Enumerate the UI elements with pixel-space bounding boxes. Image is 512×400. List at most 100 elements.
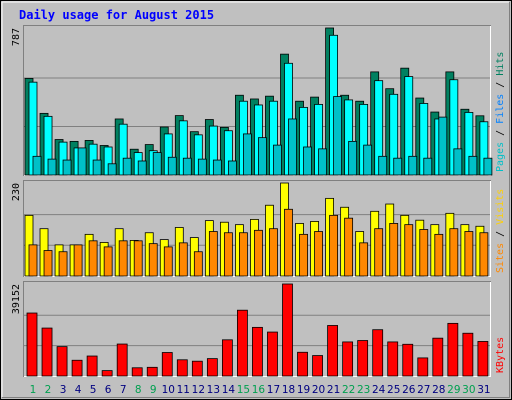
- day-label-31: 31: [477, 384, 490, 396]
- svg-text:Pages / Files / Hits: Pages / Files / Hits: [495, 52, 506, 172]
- bar-sites-day-20: [314, 231, 323, 277]
- bar-sites-day-8: [133, 240, 143, 277]
- bar-sites-day-25: [389, 223, 399, 277]
- bar-kbytes-day-29: [447, 322, 459, 377]
- legend-files: Files: [495, 94, 506, 124]
- max-label-visits: 230: [11, 183, 22, 201]
- svg-text:Sites / Visits: Sites / Visits: [495, 189, 506, 273]
- bar-sites-day-4: [73, 244, 83, 277]
- bar-sites-day-19: [299, 233, 308, 277]
- day-label-12: 12: [192, 384, 205, 396]
- day-label-16: 16: [252, 384, 266, 396]
- bar-pages-day-25: [393, 157, 403, 176]
- day-label-26: 26: [402, 384, 416, 396]
- day-label-6: 6: [105, 384, 112, 396]
- max-label-hits: 787: [11, 28, 22, 46]
- bar-pages-day-14: [227, 160, 237, 176]
- day-label-11: 11: [177, 384, 190, 396]
- bar-pages-day-27: [423, 157, 433, 176]
- bar-kbytes-day-9: [146, 366, 158, 377]
- bar-kbytes-day-3: [56, 346, 68, 377]
- day-axis: 1 2 3 4 5 6 7 8 9 10 11 12 13 14 15 16 17 18 19 20 21 22 23 24 2…: [30, 384, 491, 396]
- bar-pages-day-13: [212, 159, 222, 176]
- day-label-20: 20: [312, 384, 325, 396]
- bar-pages-day-21: [333, 96, 343, 176]
- day-label-17: 17: [267, 384, 280, 396]
- bars-kbytes: [26, 283, 489, 377]
- bar-pages-day-16: [258, 137, 267, 176]
- bar-kbytes-day-19: [297, 351, 308, 377]
- bar-pages-day-11: [182, 157, 192, 176]
- bar-sites-day-12: [193, 251, 203, 277]
- bar-kbytes-day-17: [267, 331, 278, 377]
- day-label-7: 7: [120, 384, 127, 396]
- max-label-kbytes: 39152: [11, 284, 22, 314]
- bar-kbytes-day-31: [477, 341, 489, 377]
- bar-pages-day-19: [303, 146, 312, 176]
- bar-kbytes-day-21: [327, 325, 339, 377]
- bar-sites-day-28: [434, 233, 444, 277]
- bar-sites-day-11: [178, 242, 188, 277]
- bar-sites-day-27: [419, 229, 429, 277]
- bar-kbytes-day-25: [387, 341, 399, 377]
- bars-visits-sites: [24, 182, 489, 277]
- chart-title: Daily usage for August 2015: [19, 8, 214, 22]
- day-label-22: 22: [342, 384, 355, 396]
- bar-sites-day-7: [118, 240, 128, 277]
- day-label-15: 15: [237, 384, 250, 396]
- bar-sites-day-10: [163, 246, 173, 277]
- bar-kbytes-day-16: [252, 326, 263, 377]
- bar-pages-day-7: [122, 157, 132, 176]
- day-label-13: 13: [207, 384, 220, 396]
- bar-sites-day-9: [148, 243, 158, 277]
- bar-pages-day-1: [32, 155, 42, 176]
- bar-pages-day-10: [167, 156, 177, 176]
- bar-pages-day-3: [62, 159, 72, 176]
- day-label-4: 4: [75, 384, 82, 396]
- bar-pages-day-28: [438, 116, 448, 176]
- bar-sites-day-14: [223, 232, 233, 277]
- bar-kbytes-day-14: [221, 339, 233, 377]
- bar-pages-day-17: [273, 144, 282, 176]
- bar-kbytes-day-28: [432, 337, 444, 377]
- day-label-10: 10: [162, 384, 175, 396]
- bar-sites-day-23: [359, 242, 369, 277]
- bar-kbytes-day-10: [161, 352, 173, 377]
- bar-sites-day-3: [58, 251, 68, 277]
- legend-kbytes: KBytes: [495, 337, 506, 373]
- bar-pages-day-5: [92, 159, 102, 176]
- bar-pages-day-9: [152, 152, 162, 176]
- bar-sites-day-31: [479, 232, 489, 277]
- legend-visits: Visits: [495, 189, 506, 225]
- legend-sep-3: /: [495, 225, 506, 243]
- day-label-25: 25: [387, 384, 400, 396]
- bar-kbytes-day-13: [206, 358, 218, 377]
- bar-kbytes-day-11: [176, 359, 188, 377]
- bar-kbytes-day-5: [86, 355, 98, 377]
- bar-pages-day-26: [408, 155, 418, 176]
- day-label-28: 28: [432, 384, 445, 396]
- bar-sites-day-13: [208, 231, 218, 277]
- day-label-29: 29: [447, 384, 460, 396]
- bar-pages-day-6: [107, 163, 117, 176]
- bar-kbytes-day-8: [131, 367, 143, 377]
- bar-pages-day-22: [348, 140, 358, 176]
- bar-sites-day-29: [449, 228, 459, 277]
- bar-kbytes-day-4: [71, 359, 83, 377]
- bar-kbytes-day-18: [282, 283, 293, 377]
- bar-sites-day-6: [103, 246, 113, 277]
- legend-2: Sites / Visits: [495, 189, 506, 273]
- day-label-24: 24: [372, 384, 386, 396]
- bar-kbytes-day-26: [402, 343, 414, 377]
- panel-visits-sites: 230 Sites / Visits: [11, 180, 506, 277]
- bar-sites-day-21: [329, 214, 339, 277]
- day-label-2: 2: [45, 384, 52, 396]
- bar-sites-day-26: [404, 224, 414, 277]
- legend-1: Pages / Files / Hits: [495, 52, 506, 172]
- panel-hits-files-pages: 787 Pages / Files / Hits: [11, 25, 506, 176]
- day-label-18: 18: [282, 384, 295, 396]
- bar-pages-day-30: [468, 155, 478, 176]
- day-label-30: 30: [462, 384, 475, 396]
- legend-3: KBytes: [495, 337, 506, 373]
